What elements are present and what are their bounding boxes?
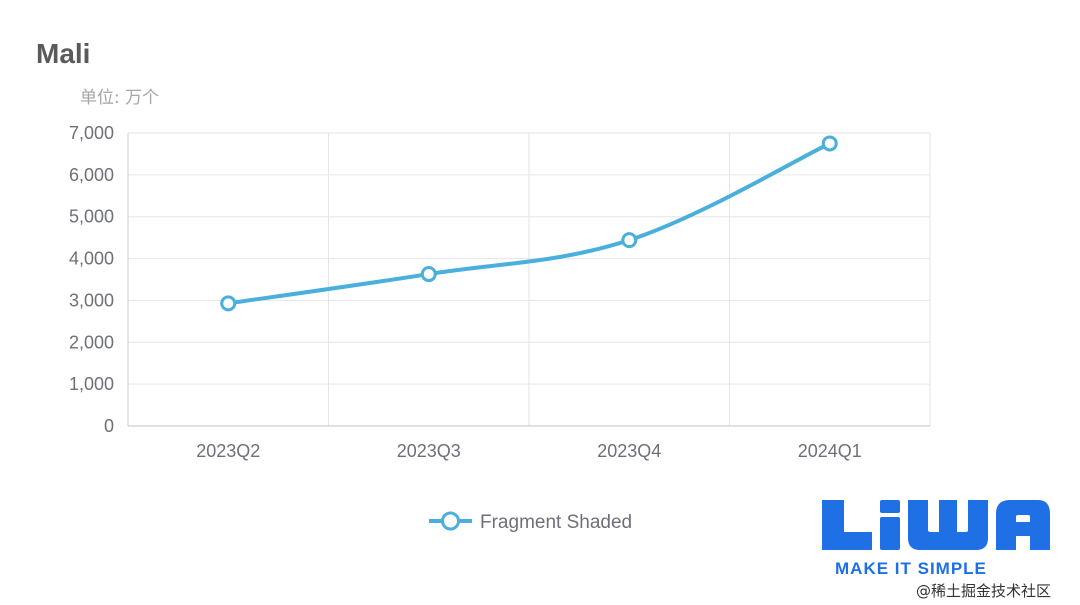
- x-tick-label: 2023Q4: [597, 441, 661, 461]
- y-tick-label: 1,000: [69, 374, 114, 394]
- series-line: [226, 141, 832, 306]
- y-tick-label: 2,000: [69, 332, 114, 352]
- unit-label: 单位: 万个: [80, 88, 159, 108]
- logo-letter-w: [908, 500, 988, 550]
- liwa-logo: MAKE IT SIMPLE: [822, 500, 1050, 578]
- y-tick-label: 7,000: [69, 123, 114, 143]
- logo-tagline: MAKE IT SIMPLE: [835, 559, 987, 578]
- y-tick-label: 6,000: [69, 165, 114, 185]
- x-tick-label: 2023Q3: [397, 441, 461, 461]
- axis-lines: [127, 133, 930, 427]
- x-tick-label: 2023Q2: [196, 441, 260, 461]
- y-tick-label: 4,000: [69, 249, 114, 269]
- chart-title: Mali: [36, 38, 90, 69]
- data-point-2024q1[interactable]: [821, 135, 838, 152]
- logo-letter-l: [822, 500, 872, 550]
- data-point-2023q2[interactable]: [220, 295, 237, 312]
- vertical-gridlines: [328, 133, 931, 426]
- data-point-2023q4[interactable]: [621, 232, 638, 249]
- logo-letter-i-stem: [880, 517, 900, 550]
- x-tick-label: 2024Q1: [798, 441, 862, 461]
- logo-letter-a: [996, 500, 1050, 550]
- y-tick-label: 3,000: [69, 290, 114, 310]
- y-tick-label: 5,000: [69, 207, 114, 227]
- data-point-2023q3[interactable]: [420, 266, 437, 283]
- logo-letter-i-dot: [880, 500, 900, 513]
- legend-marker-swatch: [441, 511, 460, 531]
- series-layer: [220, 135, 838, 312]
- y-axis-tick-labels: 0 1,000 2,000 3,000 4,000 5,000 6,000 7,000: [69, 123, 114, 436]
- y-tick-label: 0: [104, 416, 114, 436]
- legend[interactable]: Fragment Shaded: [429, 511, 632, 533]
- legend-label-fragment-shaded: Fragment Shaded: [480, 512, 632, 533]
- x-axis-tick-labels: 2023Q2 2023Q3 2023Q4 2024Q1: [196, 441, 862, 461]
- watermark-text: @稀土掘金技术社区: [916, 582, 1051, 600]
